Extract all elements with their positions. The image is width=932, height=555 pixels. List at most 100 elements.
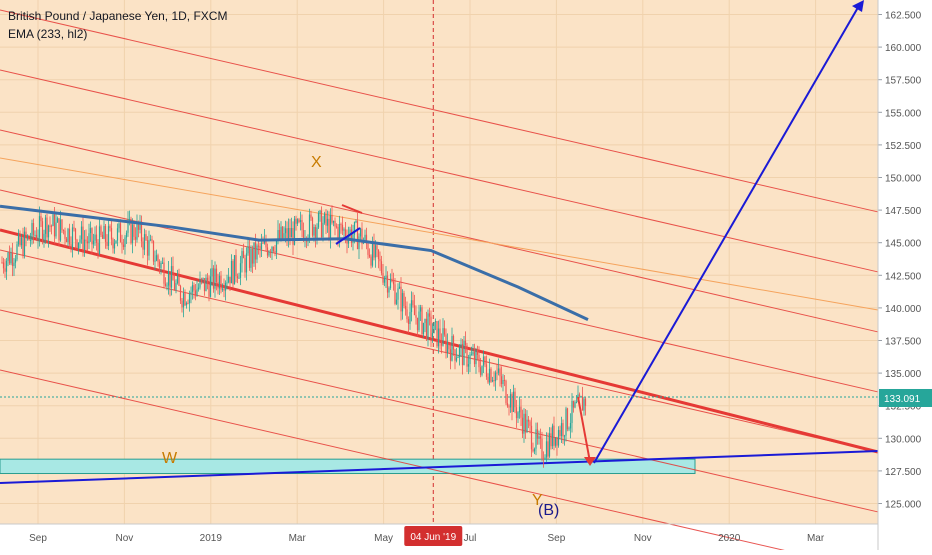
candle-body xyxy=(76,239,78,249)
candle-body xyxy=(106,241,108,246)
candle-body xyxy=(266,247,269,256)
candle-body xyxy=(262,242,264,244)
candle-body xyxy=(535,429,537,449)
candle-body xyxy=(238,277,240,279)
candle-body xyxy=(5,260,8,272)
candle-body xyxy=(292,227,294,245)
candle-body xyxy=(470,354,473,356)
price-tick-label: 142.500 xyxy=(885,271,922,282)
candle-body xyxy=(19,233,21,246)
candle-body xyxy=(316,227,318,238)
candle-body xyxy=(572,400,575,408)
candle-body xyxy=(145,234,147,241)
candle-body xyxy=(452,336,455,350)
candle-body xyxy=(116,228,119,241)
price-tick-label: 132.500 xyxy=(885,402,922,413)
price-tick-label: 145.000 xyxy=(885,239,922,250)
candle-body xyxy=(121,242,123,245)
candle-body xyxy=(329,214,332,239)
candle-body xyxy=(416,317,419,331)
candle-body xyxy=(133,224,135,237)
candle-body xyxy=(137,221,140,230)
candle-body xyxy=(482,356,485,366)
candle-body xyxy=(413,305,416,316)
candle-body xyxy=(206,277,209,284)
candle-body xyxy=(490,368,492,382)
wave-label-y: Y xyxy=(532,492,543,509)
candle-body xyxy=(428,313,431,317)
candle-body xyxy=(101,234,104,239)
candle-body xyxy=(233,255,236,285)
candles xyxy=(1,205,587,468)
candle-body xyxy=(575,401,578,403)
candle-body xyxy=(166,285,168,287)
price-tick-label: 152.500 xyxy=(885,141,922,152)
candle-body xyxy=(215,268,218,283)
candle-body xyxy=(112,239,114,249)
candle-body xyxy=(478,354,480,368)
ema-polyline xyxy=(0,204,589,321)
candle-body xyxy=(11,252,14,267)
support-zone xyxy=(0,458,696,475)
candle-body xyxy=(13,262,15,267)
candle-body xyxy=(92,240,95,245)
candle-body xyxy=(544,457,546,460)
candle-body xyxy=(254,242,257,260)
candle-body xyxy=(40,216,42,222)
candle-body xyxy=(424,318,426,323)
candle-body xyxy=(256,245,258,260)
price-tick-label: 137.500 xyxy=(885,337,922,348)
candle-body xyxy=(164,283,167,286)
candle-body xyxy=(148,240,150,256)
candle-body xyxy=(415,315,417,318)
candle-body xyxy=(283,233,285,239)
candle-body xyxy=(35,234,38,240)
candle-body xyxy=(155,255,158,261)
candle-body xyxy=(332,220,335,223)
candle-body xyxy=(491,380,494,382)
candle-body xyxy=(139,221,141,230)
candle-body xyxy=(326,218,329,226)
candle-body xyxy=(29,239,32,241)
candle-body xyxy=(493,380,495,382)
candle-body xyxy=(479,367,482,375)
last-price-badge xyxy=(879,388,932,407)
candle-body xyxy=(97,242,99,254)
time-tick-label: Nov xyxy=(634,533,652,544)
candle-body xyxy=(334,220,336,227)
candle-body xyxy=(94,234,96,241)
time-axis[interactable]: Sep Nov 2019 Mar May Jul Sep Nov 2020 Mar 04 Jun '… xyxy=(0,523,878,546)
orange-trend-line xyxy=(0,157,879,311)
candle-body xyxy=(227,276,230,283)
candle-body xyxy=(532,449,534,452)
candle-body xyxy=(95,234,98,243)
candle-body xyxy=(538,436,540,439)
candle-body xyxy=(371,241,374,266)
candle-body xyxy=(161,262,164,264)
candle-body xyxy=(514,391,516,408)
candle-body xyxy=(23,231,26,257)
candle-body xyxy=(140,221,143,242)
price-axis[interactable]: 125.000 127.500 130.000 132.500 135.000 137.5… xyxy=(877,0,932,550)
candle-body xyxy=(31,223,33,240)
candle-body xyxy=(46,217,48,238)
price-tick-label: 150.000 xyxy=(885,174,922,185)
candle-body xyxy=(400,286,402,312)
candle-body xyxy=(118,223,120,229)
candle-body xyxy=(53,214,56,237)
candle-body xyxy=(364,234,366,241)
candle-body xyxy=(419,307,422,312)
candle-body xyxy=(562,423,564,437)
candle-body xyxy=(136,221,138,240)
candle-body xyxy=(28,235,30,241)
time-tick-label: May xyxy=(374,533,393,544)
candle-body xyxy=(511,394,513,413)
candle-body xyxy=(331,214,333,223)
candle-body xyxy=(379,259,381,262)
wave-label-x: X xyxy=(311,154,322,171)
candle-body xyxy=(397,288,399,300)
candle-body xyxy=(374,245,377,258)
candle-body xyxy=(49,225,51,227)
candle-body xyxy=(502,380,504,385)
candle-body xyxy=(442,328,444,346)
